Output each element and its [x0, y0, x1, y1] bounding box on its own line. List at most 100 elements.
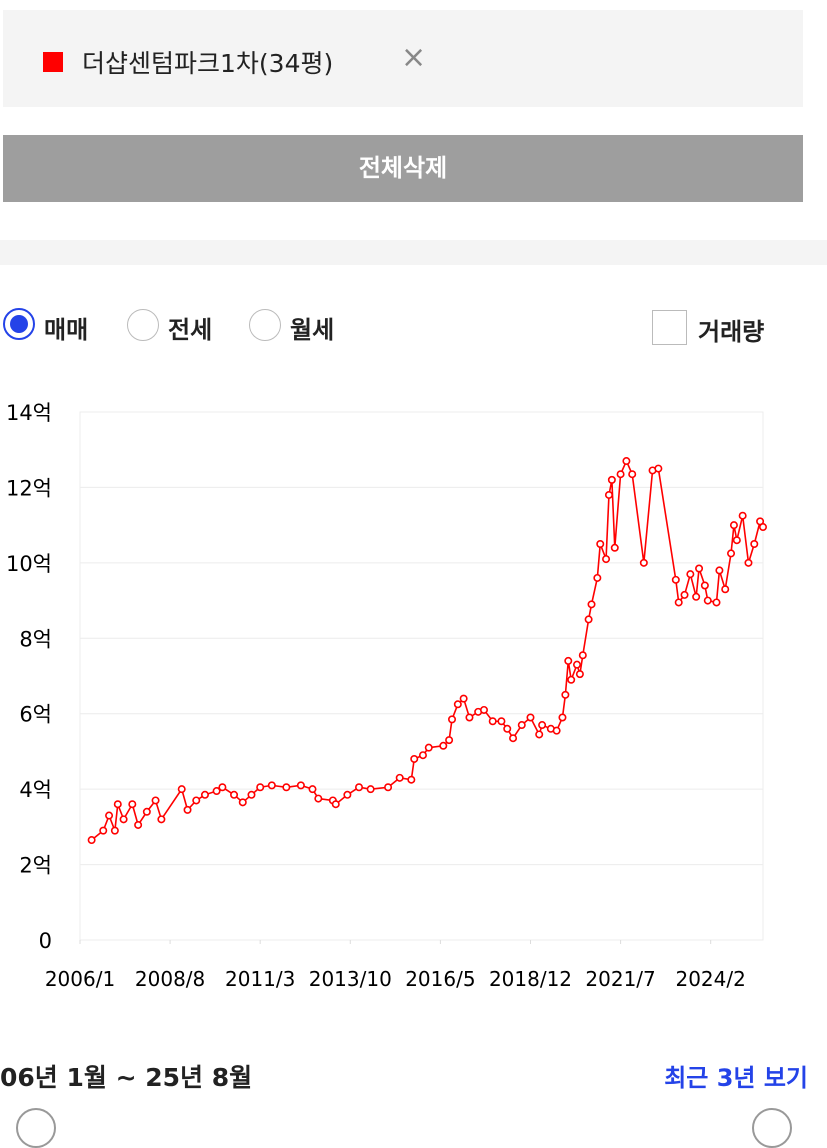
- data-point: [230, 790, 239, 799]
- data-point: [572, 660, 581, 669]
- data-point: [744, 558, 753, 567]
- data-point: [247, 790, 256, 799]
- data-point: [366, 785, 375, 794]
- y-tick-label: 12억: [6, 476, 52, 500]
- data-point: [424, 743, 433, 752]
- data-point: [584, 615, 593, 624]
- data-point: [314, 794, 323, 803]
- data-point: [128, 800, 137, 809]
- data-point: [459, 694, 468, 703]
- filter-box: 더샵센텀파크1차(34평) ×: [3, 10, 803, 107]
- y-tick-label: 8억: [19, 627, 52, 651]
- y-tick-label: 4억: [19, 778, 52, 802]
- data-point: [308, 785, 317, 794]
- data-point: [200, 790, 209, 799]
- filter-label: 더샵센텀파크1차(34평): [82, 49, 334, 78]
- data-point: [256, 783, 265, 792]
- data-point: [671, 575, 680, 584]
- checkbox[interactable]: [652, 310, 687, 345]
- data-point: [157, 815, 166, 824]
- data-point: [602, 555, 611, 564]
- scroll-handle[interactable]: [16, 1108, 56, 1148]
- x-tick-label: 2011/3: [225, 967, 295, 991]
- data-point: [703, 596, 712, 605]
- x-tick-label: 2018/12: [489, 967, 572, 991]
- data-point: [564, 656, 573, 665]
- data-point: [558, 713, 567, 722]
- data-point: [448, 715, 457, 724]
- data-point: [567, 675, 576, 684]
- scroll-handle[interactable]: [752, 1108, 792, 1148]
- data-point: [238, 798, 247, 807]
- remove-filter[interactable]: ×: [401, 40, 427, 75]
- data-point: [587, 600, 596, 609]
- data-point: [732, 536, 741, 545]
- data-point: [343, 790, 352, 799]
- data-point: [134, 820, 143, 829]
- separator: [0, 240, 827, 265]
- data-point: [616, 470, 625, 479]
- page: 더샵센텀파크1차(34평) × 전체삭제 매매 전세 월세 거래량 0 2억 4억 6…: [0, 10, 827, 1148]
- data-point: [750, 540, 759, 549]
- data-point: [465, 713, 474, 722]
- data-point: [628, 470, 637, 479]
- y-tick-label: 14억: [6, 401, 52, 425]
- radio[interactable]: [127, 309, 159, 341]
- radio[interactable]: [249, 309, 281, 341]
- data-point: [622, 457, 631, 466]
- data-point: [517, 721, 526, 730]
- data-point: [113, 800, 122, 809]
- data-point: [151, 796, 160, 805]
- data-point: [758, 523, 767, 532]
- checkbox-label: 거래량: [698, 318, 765, 346]
- data-point: [384, 783, 393, 792]
- data-point: [355, 783, 364, 792]
- data-point: [105, 811, 114, 820]
- x-tick-label: 2013/10: [309, 967, 392, 991]
- data-point: [99, 826, 108, 835]
- data-point: [282, 783, 291, 792]
- data-point: [680, 590, 689, 599]
- data-point: [738, 511, 747, 520]
- data-point: [445, 736, 454, 745]
- y-tick-label: 10억: [6, 552, 52, 576]
- data-point: [183, 805, 192, 814]
- data-point: [715, 566, 724, 575]
- data-point: [674, 598, 683, 607]
- data-point: [607, 475, 616, 484]
- data-point: [331, 800, 340, 809]
- legend-swatch: [43, 52, 63, 72]
- radio-label: 월세: [290, 316, 335, 344]
- data-point: [729, 521, 738, 530]
- data-point: [686, 570, 695, 579]
- recent-3y-link[interactable]: 최근 3년 보기: [664, 1064, 808, 1092]
- data-point: [503, 724, 512, 733]
- data-point: [212, 787, 221, 796]
- delete-all-button[interactable]: 전체삭제: [3, 135, 803, 202]
- data-point: [177, 785, 186, 794]
- data-point: [267, 781, 276, 790]
- y-tick-label: 2억: [19, 854, 52, 878]
- data-point: [142, 807, 151, 816]
- data-point: [110, 826, 119, 835]
- data-point: [552, 726, 561, 735]
- data-point: [700, 581, 709, 590]
- data-point: [439, 741, 448, 750]
- data-point: [479, 705, 488, 714]
- x-tick-label: 2021/7: [585, 967, 655, 991]
- data-point: [410, 754, 419, 763]
- radio-selected[interactable]: [3, 308, 35, 340]
- data-point: [488, 717, 497, 726]
- chart: 0 2억 4억 6억 8억 10억 12억 14억 2006/1 2008/8 2011/3 2013…: [6, 401, 767, 991]
- data-point: [418, 751, 427, 760]
- data-point: [87, 836, 96, 845]
- data-point: [192, 796, 201, 805]
- radio-label: 전세: [168, 316, 213, 344]
- price-line: [91, 459, 764, 841]
- data-point: [639, 558, 648, 567]
- data-point: [604, 490, 613, 499]
- data-point: [119, 815, 128, 824]
- y-tick-label: 6억: [19, 703, 52, 727]
- data-point: [509, 734, 518, 743]
- data-point: [497, 717, 506, 726]
